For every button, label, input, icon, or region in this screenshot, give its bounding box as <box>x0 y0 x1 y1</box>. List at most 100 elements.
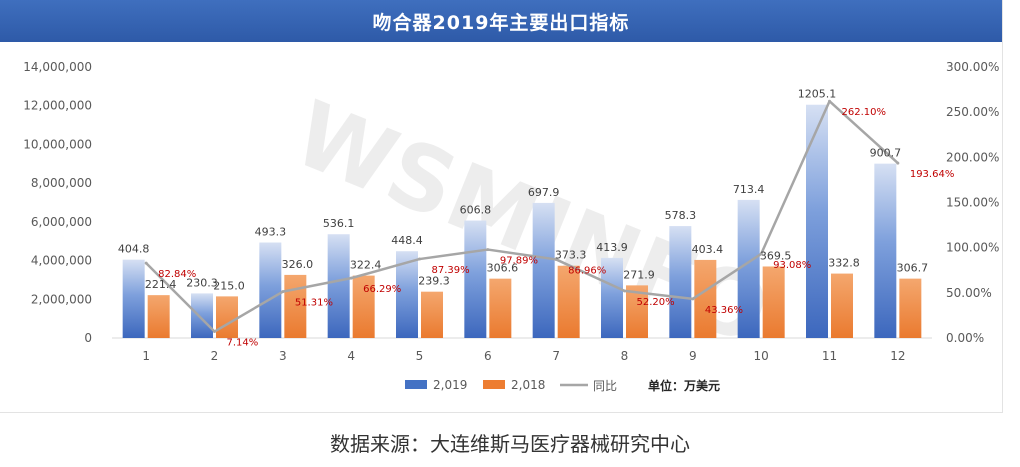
bar-2018 <box>147 295 170 338</box>
bar-2019-value-label: 413.9 <box>596 241 628 254</box>
bar-2019-value-label: 697.9 <box>528 186 560 199</box>
y-left-tick-label: 4,000,000 <box>31 254 92 268</box>
bar-2018-value-label: 215.0 <box>213 279 245 292</box>
x-tick-label: 1 <box>142 349 150 363</box>
bar-2018-value-label: 326.0 <box>282 258 314 271</box>
yoy-point <box>896 161 900 165</box>
chart-title-bar: 吻合器2019年主要出口指标 <box>0 0 1002 42</box>
bar-2018-value-label: 403.4 <box>692 243 724 256</box>
bar-2018-value-label: 322.4 <box>350 259 382 272</box>
yoy-value-label: 97.89% <box>500 256 538 267</box>
yoy-value-label: 51.31% <box>295 298 333 309</box>
bar-2019 <box>737 199 760 338</box>
unit-label: 单位：万美元 <box>648 378 720 393</box>
legend-2019-label: 2,019 <box>433 378 467 392</box>
yoy-value-label: 193.64% <box>910 169 955 180</box>
yoy-point <box>554 257 558 261</box>
bar-2019 <box>122 259 145 338</box>
y-left-tick-label: 14,000,000 <box>23 60 92 74</box>
bar-2018-value-label: 306.6 <box>487 262 519 275</box>
bar-2019 <box>874 163 897 338</box>
yoy-value-label: 43.36% <box>705 305 743 316</box>
bar-2019 <box>259 242 282 338</box>
yoy-value-label: 86.96% <box>568 265 606 276</box>
y-right-tick-label: 300.00% <box>946 60 999 74</box>
yoy-point <box>418 257 421 261</box>
bar-2018-value-label: 221.4 <box>145 278 177 291</box>
x-tick-label: 6 <box>484 349 492 363</box>
yoy-point <box>623 289 626 293</box>
bar-2018-value-label: 332.8 <box>828 257 860 270</box>
bar-2018 <box>762 266 785 338</box>
bar-2018 <box>489 278 512 338</box>
y-right-tick-label: 250.00% <box>946 105 999 119</box>
y-left-tick-label: 2,000,000 <box>31 292 92 306</box>
bar-2019-value-label: 230.3 <box>186 276 218 289</box>
bar-2018-value-label: 373.3 <box>555 249 587 262</box>
y-right-tick-label: 200.00% <box>946 150 999 164</box>
bar-2018 <box>831 273 853 338</box>
y-left-tick-label: 12,000,000 <box>23 99 92 113</box>
bar-2019 <box>327 234 350 338</box>
y-left-tick-label: 6,000,000 <box>31 215 92 229</box>
bar-2019-value-label: 578.3 <box>665 209 697 222</box>
yoy-point <box>828 99 831 103</box>
bar-2019-value-label: 493.3 <box>255 226 287 239</box>
bar-2018 <box>352 275 375 338</box>
bar-2018-value-label: 271.9 <box>623 268 655 281</box>
bar-2018 <box>694 259 717 338</box>
yoy-value-label: 262.10% <box>842 107 887 118</box>
bar-2019-value-label: 1205.1 <box>798 88 837 101</box>
chart-title: 吻合器2019年主要出口指标 <box>372 11 630 34</box>
bar-2019 <box>601 257 623 338</box>
yoy-point <box>691 297 695 301</box>
legend-yoy: 同比 <box>560 379 617 393</box>
y-left-tick-label: 8,000,000 <box>31 176 92 190</box>
bar-2019 <box>191 293 213 338</box>
x-tick-label: 10 <box>754 349 769 363</box>
x-tick-label: 5 <box>416 349 424 363</box>
bar-2018-value-label: 239.3 <box>418 275 450 288</box>
yoy-value-label: 87.39% <box>432 265 470 276</box>
y-right-tick-label: 150.00% <box>946 196 999 210</box>
yoy-value-label: 7.14% <box>227 338 259 349</box>
yoy-value-label: 93.08% <box>773 260 811 271</box>
bar-2019 <box>396 251 418 338</box>
legend-2019-swatch <box>405 380 427 389</box>
legend-yoy-label: 同比 <box>593 379 617 393</box>
bar-2018 <box>899 278 922 338</box>
bar-2018-value-label: 369.5 <box>760 249 792 262</box>
y-right-tick-label: 50.00% <box>946 286 992 300</box>
yoy-point <box>486 248 490 252</box>
yoy-value-label: 82.84% <box>158 269 196 280</box>
bar-2019 <box>806 104 828 338</box>
bar-2018 <box>557 265 580 338</box>
bar-2019-value-label: 448.4 <box>391 234 423 247</box>
x-tick-label: 7 <box>552 349 560 363</box>
bar-2019 <box>669 226 692 338</box>
x-tick-label: 9 <box>689 349 697 363</box>
bar-2019 <box>532 202 555 338</box>
yoy-point <box>349 276 353 280</box>
bar-2018 <box>216 296 238 338</box>
y-left-tick-label: 10,000,000 <box>23 137 92 151</box>
bar-2019-value-label: 606.8 <box>460 204 492 217</box>
x-tick-label: 12 <box>890 349 905 363</box>
x-tick-label: 4 <box>347 349 355 363</box>
x-tick-label: 3 <box>279 349 287 363</box>
x-tick-label: 8 <box>621 349 629 363</box>
bar-2019 <box>464 220 487 338</box>
legend-2018: 2,018 <box>483 378 545 392</box>
yoy-line <box>145 99 899 333</box>
y-right-tick-label: 100.00% <box>946 241 999 255</box>
chart-canvas: WSMINFO 02,000,0004,000,0006,000,0008,00… <box>23 60 999 393</box>
yoy-point <box>759 252 763 256</box>
bar-2018 <box>421 291 443 338</box>
legend-2018-swatch <box>483 380 505 389</box>
data-source-note: 数据来源：大连维斯马医疗器械研究中心 <box>330 432 690 456</box>
bar-2019-value-label: 713.4 <box>733 183 765 196</box>
bar-2018-value-label: 306.7 <box>897 262 929 275</box>
y-right-tick-label: 0.00% <box>946 331 984 345</box>
yoy-value-label: 66.29% <box>363 284 401 295</box>
x-tick-label: 2 <box>211 349 219 363</box>
